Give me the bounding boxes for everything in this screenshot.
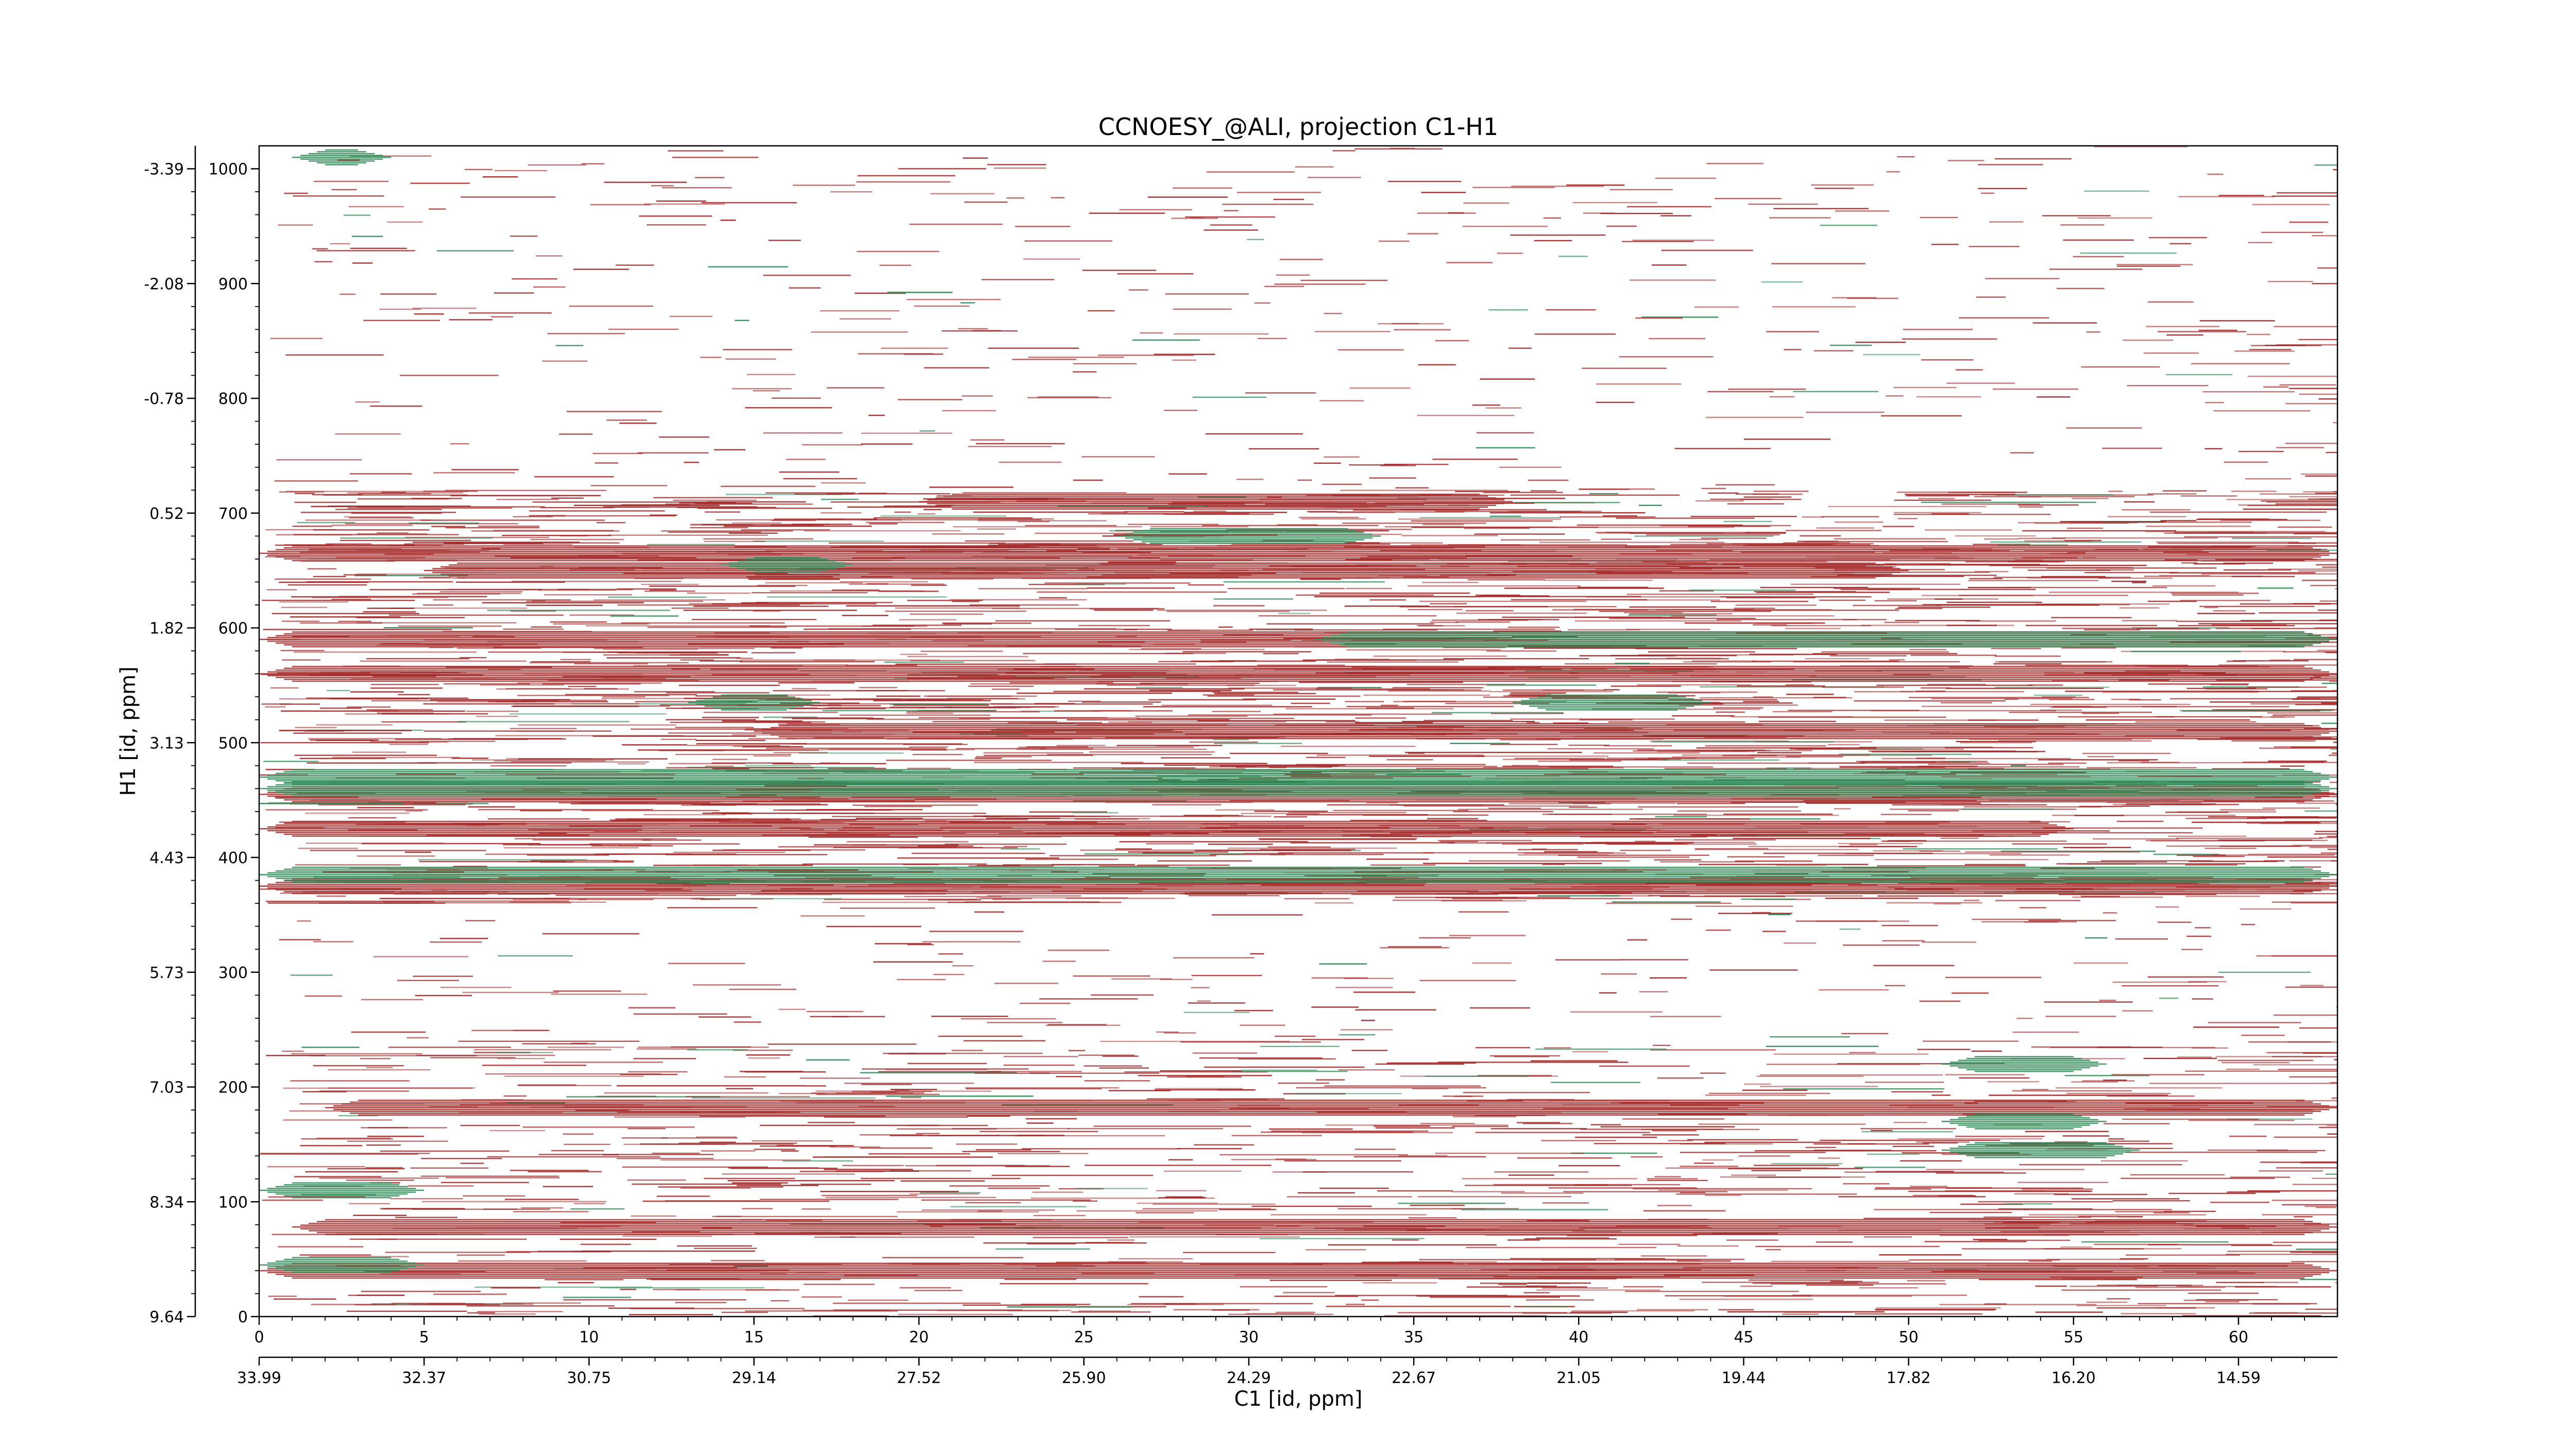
x-ppm-tick-label: 30.75 (567, 1369, 611, 1387)
x-ppm-tick-label: 27.52 (897, 1369, 941, 1387)
x-index-tick-label: 10 (579, 1328, 599, 1346)
x-index-tick-label: 60 (2229, 1328, 2248, 1346)
x-ppm-tick-label: 25.90 (1062, 1369, 1106, 1387)
y-ppm-tick-label: -2.08 (144, 275, 184, 293)
x-index-tick-label: 20 (909, 1328, 929, 1346)
x-ppm-tick-label: 19.44 (1721, 1369, 1766, 1387)
x-ppm-tick-label: 21.05 (1556, 1369, 1601, 1387)
y-ppm-axis: 9.64 8.34 7.03 5.73 4.43 3.13 1.82 0.52 -0.78 -2.… (144, 146, 196, 1326)
y-index-tick-label: 600 (218, 620, 248, 638)
x-ppm-tick-label: 29.14 (732, 1369, 776, 1387)
x-index-tick-label: 30 (1239, 1328, 1259, 1346)
y-index-tick-label: 1000 (209, 161, 248, 179)
y-index-tick-label: 200 (218, 1079, 248, 1097)
contour-layer (259, 146, 2337, 1317)
x-index-tick-label: 0 (254, 1328, 264, 1346)
x-ppm-tick-label: 32.37 (402, 1369, 446, 1387)
y-ppm-tick-label: 3.13 (149, 734, 184, 752)
plot-frame (258, 145, 2338, 1318)
x-ppm-tick-label: 24.29 (1227, 1369, 1271, 1387)
y-ppm-tick-label: -3.39 (144, 161, 184, 179)
x-ppm-tick-label: 16.20 (2052, 1369, 2096, 1387)
x-ppm-tick-label: 17.82 (1887, 1369, 1931, 1387)
y-ppm-tick-label: 0.52 (149, 505, 184, 523)
y-index-tick-label: 800 (218, 390, 248, 408)
y-index-tick-label: 100 (218, 1193, 248, 1211)
y-ppm-tick-label: -0.78 (144, 390, 184, 408)
x-index-axis: 0 5 10 15 20 25 30 35 40 45 50 55 60 (254, 1317, 2305, 1346)
y-ppm-tick-label: 1.82 (149, 620, 184, 638)
x-index-tick-label: 5 (419, 1328, 429, 1346)
y-ppm-tick-label: 8.34 (149, 1193, 184, 1211)
y-index-tick-label: 500 (218, 734, 248, 752)
y-index-axis: 0 100 200 300 400 500 600 700 800 900 1000 (209, 161, 259, 1326)
y-index-tick-label: 0 (238, 1308, 248, 1326)
x-index-tick-label: 15 (744, 1328, 764, 1346)
x-axis-label: C1 [id, ppm] (1234, 1387, 1363, 1411)
x-index-tick-label: 45 (1734, 1328, 1753, 1346)
y-index-tick-label: 700 (218, 505, 248, 523)
x-index-tick-label: 35 (1404, 1328, 1423, 1346)
y-ppm-tick-label: 7.03 (149, 1079, 184, 1097)
y-index-tick-label: 400 (218, 849, 248, 867)
x-index-tick-label: 50 (1899, 1328, 1918, 1346)
x-ppm-tick-label: 33.99 (237, 1369, 281, 1387)
plot-area (258, 145, 2338, 1318)
x-ppm-tick-label: 22.67 (1392, 1369, 1436, 1387)
y-ppm-tick-label: 4.43 (149, 849, 184, 867)
chart-title: CCNOESY_@ALI, projection C1-H1 (1098, 113, 1498, 141)
y-axis-label: H1 [id, ppm] (116, 666, 140, 796)
y-ppm-tick-label: 5.73 (149, 964, 184, 982)
x-index-tick-label: 25 (1074, 1328, 1094, 1346)
x-index-tick-label: 40 (1569, 1328, 1588, 1346)
y-ppm-tick-label: 9.64 (149, 1308, 184, 1326)
x-ppm-axis: 33.99 32.37 30.75 29.14 27.52 25.90 24.29 22.67… (237, 1356, 2337, 1387)
x-ppm-tick-label: 14.59 (2216, 1369, 2261, 1387)
y-index-tick-label: 300 (218, 964, 248, 982)
x-index-tick-label: 55 (2064, 1328, 2083, 1346)
y-index-tick-label: 900 (218, 275, 248, 293)
